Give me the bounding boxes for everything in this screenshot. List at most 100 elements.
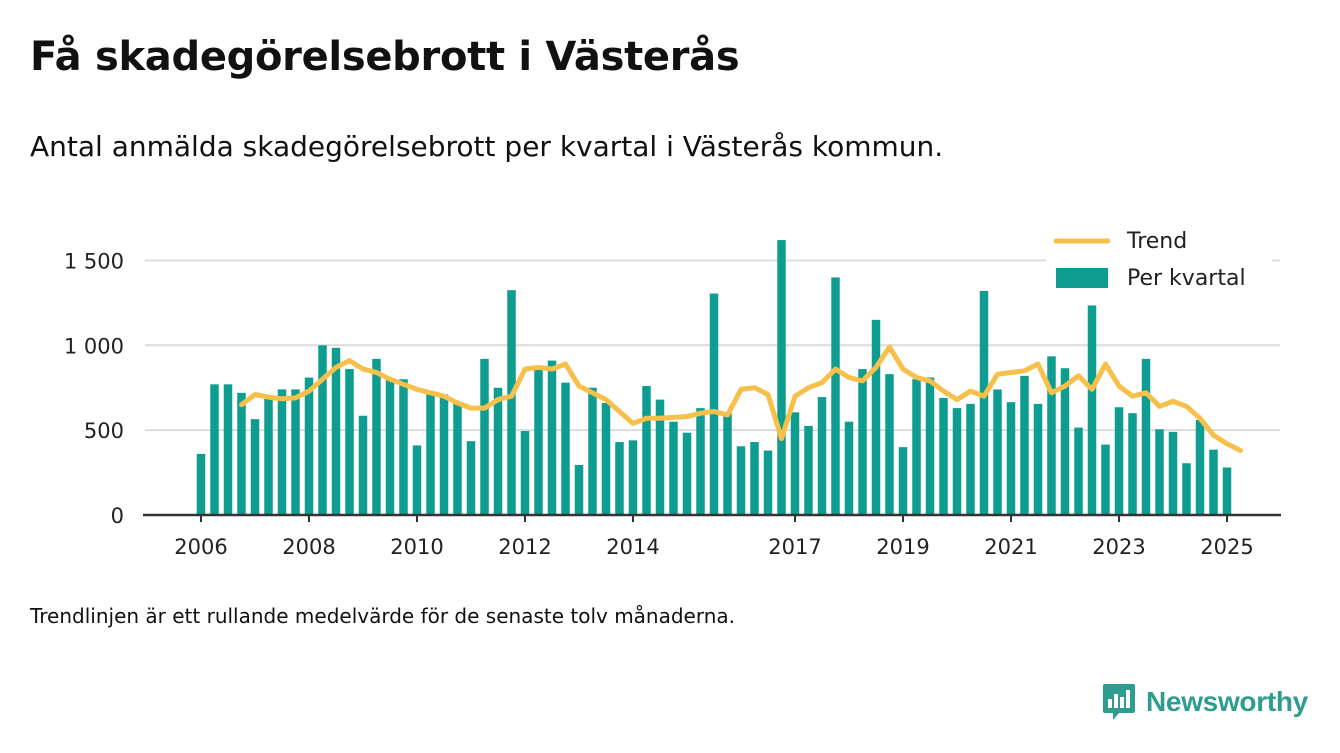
bar bbox=[237, 392, 246, 515]
x-tick-label: 2006 bbox=[174, 535, 227, 559]
bar bbox=[858, 369, 867, 515]
bar bbox=[912, 379, 921, 515]
bar bbox=[1209, 449, 1218, 515]
y-tick-label: 1 000 bbox=[64, 334, 124, 358]
bar bbox=[1168, 431, 1178, 515]
legend: Trend Per kvartal bbox=[1046, 223, 1272, 297]
trend-line bbox=[239, 344, 1243, 453]
chart-title: Få skadegörelsebrott i Västerås bbox=[30, 34, 740, 80]
bar bbox=[952, 408, 962, 515]
bar bbox=[264, 396, 273, 515]
bar bbox=[1222, 467, 1232, 515]
bar bbox=[412, 445, 422, 515]
bar bbox=[372, 358, 381, 515]
bar bbox=[196, 453, 206, 515]
bar bbox=[642, 386, 651, 515]
bar bbox=[1141, 358, 1151, 515]
x-tick-label: 2008 bbox=[282, 535, 335, 559]
bar bbox=[480, 358, 489, 515]
bar bbox=[1047, 356, 1056, 515]
bar bbox=[790, 412, 800, 515]
x-tick-label: 2012 bbox=[498, 535, 551, 559]
bar bbox=[615, 442, 624, 515]
bar bbox=[1020, 375, 1029, 515]
bar bbox=[426, 392, 435, 515]
bar bbox=[871, 319, 881, 515]
bar bbox=[1074, 427, 1083, 515]
bar bbox=[574, 464, 584, 515]
bar bbox=[358, 415, 368, 515]
bar bbox=[993, 389, 1002, 515]
bar bbox=[1033, 403, 1043, 515]
bar bbox=[1195, 419, 1205, 515]
x-tick-label: 2021 bbox=[984, 535, 1037, 559]
bar bbox=[763, 450, 773, 515]
y-axis: 0 500 1 000 1 500 bbox=[64, 249, 124, 528]
bar bbox=[1114, 407, 1124, 515]
x-tick-label: 2023 bbox=[1092, 535, 1145, 559]
bar bbox=[304, 377, 314, 515]
legend-swatch-per-kvartal bbox=[1056, 268, 1108, 288]
bar bbox=[723, 413, 732, 515]
x-tick-label: 2025 bbox=[1200, 535, 1253, 559]
legend-label-per-kvartal: Per kvartal bbox=[1127, 266, 1246, 291]
bar bbox=[885, 374, 894, 515]
x-tick-label: 2019 bbox=[876, 535, 929, 559]
bar bbox=[250, 419, 260, 515]
bar bbox=[1155, 429, 1164, 515]
x-tick-label: 2017 bbox=[768, 535, 821, 559]
y-tick-label: 500 bbox=[84, 419, 124, 443]
footnote: Trendlinjen är ett rullande medelvärde f… bbox=[30, 604, 736, 628]
bar bbox=[628, 440, 638, 515]
x-tick-label: 2010 bbox=[390, 535, 443, 559]
bar bbox=[979, 291, 989, 515]
bar bbox=[777, 240, 786, 515]
bar bbox=[507, 290, 516, 515]
bar bbox=[291, 389, 300, 515]
bar-series bbox=[196, 240, 1232, 515]
bar bbox=[1006, 402, 1016, 515]
bar bbox=[831, 277, 840, 515]
bar bbox=[966, 403, 975, 515]
chart: 0 500 1 000 1 500 2006 2008 2010 2012 2014 2017 2… bbox=[64, 223, 1281, 559]
newsworthy-logo: Newsworthy bbox=[1102, 682, 1308, 722]
bar bbox=[466, 441, 476, 515]
bar bbox=[804, 425, 813, 515]
legend-label-trend: Trend bbox=[1126, 229, 1187, 254]
newsworthy-chart-icon bbox=[1103, 684, 1135, 720]
y-tick-label: 1 500 bbox=[64, 249, 124, 273]
bar bbox=[399, 379, 408, 515]
brand-name: Newsworthy bbox=[1146, 686, 1308, 717]
bar bbox=[750, 442, 759, 515]
bar bbox=[331, 347, 341, 515]
bar bbox=[682, 432, 692, 515]
bar bbox=[1182, 463, 1191, 515]
bar bbox=[385, 379, 395, 515]
bar bbox=[453, 403, 462, 515]
bar bbox=[561, 382, 570, 515]
bar bbox=[439, 394, 449, 515]
bar bbox=[345, 369, 354, 515]
bar bbox=[696, 408, 705, 515]
bar bbox=[939, 397, 948, 515]
bar bbox=[817, 397, 827, 515]
bar bbox=[736, 446, 746, 515]
bar bbox=[925, 377, 935, 515]
bar bbox=[669, 421, 678, 515]
bar bbox=[1101, 444, 1110, 515]
bar bbox=[1060, 368, 1070, 515]
bar bbox=[898, 447, 908, 515]
bar bbox=[1128, 413, 1137, 515]
bar bbox=[1087, 305, 1097, 515]
bar bbox=[547, 360, 557, 515]
bar bbox=[223, 384, 233, 515]
bar bbox=[844, 421, 854, 515]
bar bbox=[210, 384, 219, 515]
bar bbox=[588, 387, 597, 515]
chart-subtitle: Antal anmälda skadegörelsebrott per kvar… bbox=[30, 130, 944, 163]
bar bbox=[277, 389, 287, 515]
bar bbox=[520, 431, 530, 515]
x-tick-label: 2014 bbox=[606, 535, 659, 559]
bar bbox=[655, 399, 665, 515]
y-tick-label: 0 bbox=[111, 504, 124, 528]
